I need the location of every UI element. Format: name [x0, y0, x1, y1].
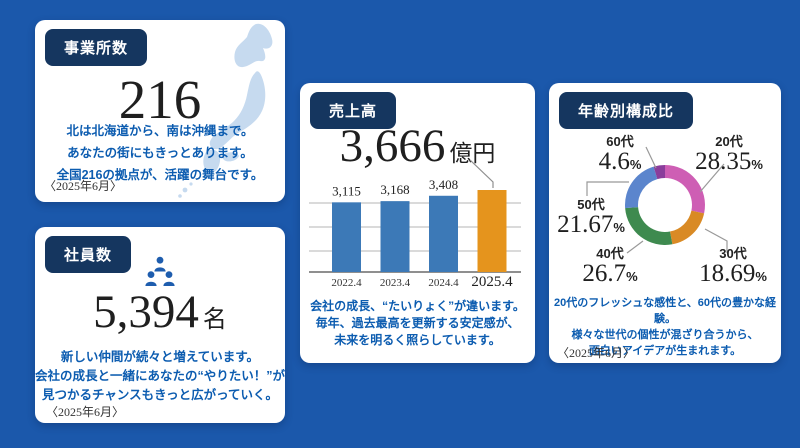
percent-sign: %	[626, 269, 638, 284]
description-line: 様々な世代の個性が混ざり合うから、	[571, 329, 759, 341]
sales-amount-value: 3,666	[339, 120, 446, 172]
card-sales: 売上高 3,666 億円 3,115 2022.4 3,168 2023.4 3,408 2…	[300, 83, 535, 363]
age-mix-description: 20代のフレッシュな感性と、60代の豊かな経験。 様々な世代の個性が混ざり合うか…	[549, 295, 781, 359]
description-line: 新しい仲間が続々と増えています。	[60, 350, 260, 364]
svg-text:2025.4: 2025.4	[471, 274, 513, 290]
sales-amount: 3,666 億円	[300, 123, 535, 170]
card-employees: 社員数 5,394 名 新しい仲間が続々と増えています。 会社の成長と一緒にあなた…	[35, 227, 285, 423]
age-group-name: 40代	[596, 246, 624, 261]
age-donut-chart	[586, 146, 728, 254]
offices-title: 事業所数	[64, 40, 129, 57]
sales-bar-chart: 3,115 2022.4 3,168 2023.4 3,408 2024.4 2025.4	[309, 160, 521, 290]
age-percent-number: 28.35	[695, 148, 752, 175]
description-line: 北は北海道から、南は沖縄まで。	[66, 124, 254, 138]
leader-line-50s	[586, 181, 629, 196]
svg-text:2024.4: 2024.4	[428, 277, 459, 289]
percent-sign: %	[751, 157, 763, 172]
employees-count-unit: 名	[202, 307, 227, 333]
employees-title-badge: 社員数	[45, 236, 132, 273]
description-line: 面白いアイデアが生まれます。	[588, 345, 742, 357]
people-pyramid-icon	[145, 256, 175, 286]
age-group-name: 30代	[719, 246, 747, 261]
card-offices: 事業所数 216 北は北海道から、南は沖縄まで。 あなたの街にもきっとあります。…	[35, 20, 285, 202]
percent-sign: %	[629, 157, 642, 172]
japan-map-icon	[178, 23, 273, 198]
svg-text:2022.4: 2022.4	[331, 277, 362, 289]
age-group-name: 50代	[577, 197, 605, 212]
age-group-value: 18.69%	[699, 261, 767, 290]
age-group-value: 26.7%	[582, 261, 637, 290]
employees-count: 5,394 名	[35, 289, 285, 336]
age-group-name: 60代	[606, 134, 634, 149]
offices-title-badge: 事業所数	[45, 29, 148, 66]
sales-description: 会社の成長、“たいりょく”が違います。 毎年、過去最高を更新する安定感が、 未来…	[300, 298, 535, 349]
offices-description: 北は北海道から、南は沖縄まで。 あなたの街にもきっとあります。 全国216の拠点…	[35, 120, 285, 186]
age-percent-number: 18.69	[699, 260, 756, 287]
age-group-value: 28.35%	[695, 149, 763, 178]
description-line: 会社の成長と一緒にあなたの“やりたい！”が	[35, 369, 285, 383]
age-mix-title-badge: 年齢別構成比	[559, 92, 694, 129]
description-line: 20代のフレッシュな感性と、60代の豊かな経験。	[553, 297, 777, 325]
employees-date: 〈2025年6月〉	[46, 405, 125, 419]
leader-line-60s	[645, 146, 657, 169]
description-line: 全国216の拠点が、活躍の舞台です。	[56, 168, 264, 182]
age-percent-number: 4.6	[598, 148, 630, 175]
offices-count-value: 216	[118, 69, 202, 130]
percent-sign: %	[755, 269, 767, 284]
description-line: 会社の成長、“たいりょく”が違います。	[310, 299, 525, 313]
employees-title: 社員数	[64, 247, 113, 264]
svg-text:3,168: 3,168	[380, 182, 409, 197]
employees-description: 新しい仲間が続々と増えています。 会社の成長と一緒にあなたの“やりたい！”が 見…	[35, 348, 285, 405]
leader-line-40s	[626, 240, 644, 254]
age-group-name: 20代	[715, 134, 743, 149]
age-group-value: 21.67%	[557, 212, 625, 241]
percent-sign: %	[613, 220, 625, 235]
donut-label-60s: 60代 4.6%	[599, 134, 642, 178]
sales-title-badge: 売上高	[310, 92, 397, 129]
employees-count-value: 5,394	[93, 286, 199, 338]
description-line: 見つかるチャンスもきっと広がっていく。	[41, 388, 278, 402]
leader-line-30s	[704, 228, 728, 253]
card-age-mix: 年齢別構成比 60代 4.6% 20代 28.35% 50代 21.67% 40…	[549, 83, 781, 363]
highlight-leader-line	[469, 160, 494, 188]
donut-label-50s: 50代 21.67%	[557, 197, 625, 241]
description-line: あなたの街にもきっとあります。	[67, 146, 253, 160]
description-line: 毎年、過去最高を更新する安定感が、	[315, 316, 520, 330]
age-percent-number: 26.7	[582, 260, 627, 287]
donut-label-40s: 40代 26.7%	[582, 246, 637, 290]
sales-amount-unit: 億円	[449, 141, 496, 166]
donut-label-30s: 30代 18.69%	[699, 246, 767, 290]
offices-date: 〈2025年6月〉	[44, 179, 123, 193]
age-percent-number: 21.67	[557, 211, 614, 238]
age-mix-date: 〈2025年6月〉	[557, 346, 636, 360]
description-line: 未来を明るく照らしています。	[334, 333, 501, 347]
svg-text:2023.4: 2023.4	[380, 277, 411, 289]
donut-label-20s: 20代 28.35%	[695, 134, 763, 178]
sales-title: 売上高	[329, 103, 378, 120]
age-group-value: 4.6%	[599, 149, 642, 178]
age-mix-title: 年齢別構成比	[578, 103, 675, 120]
svg-text:3,408: 3,408	[429, 177, 458, 192]
svg-text:3,115: 3,115	[332, 183, 361, 198]
offices-count: 216	[35, 72, 285, 127]
leader-line-20s	[699, 163, 725, 193]
